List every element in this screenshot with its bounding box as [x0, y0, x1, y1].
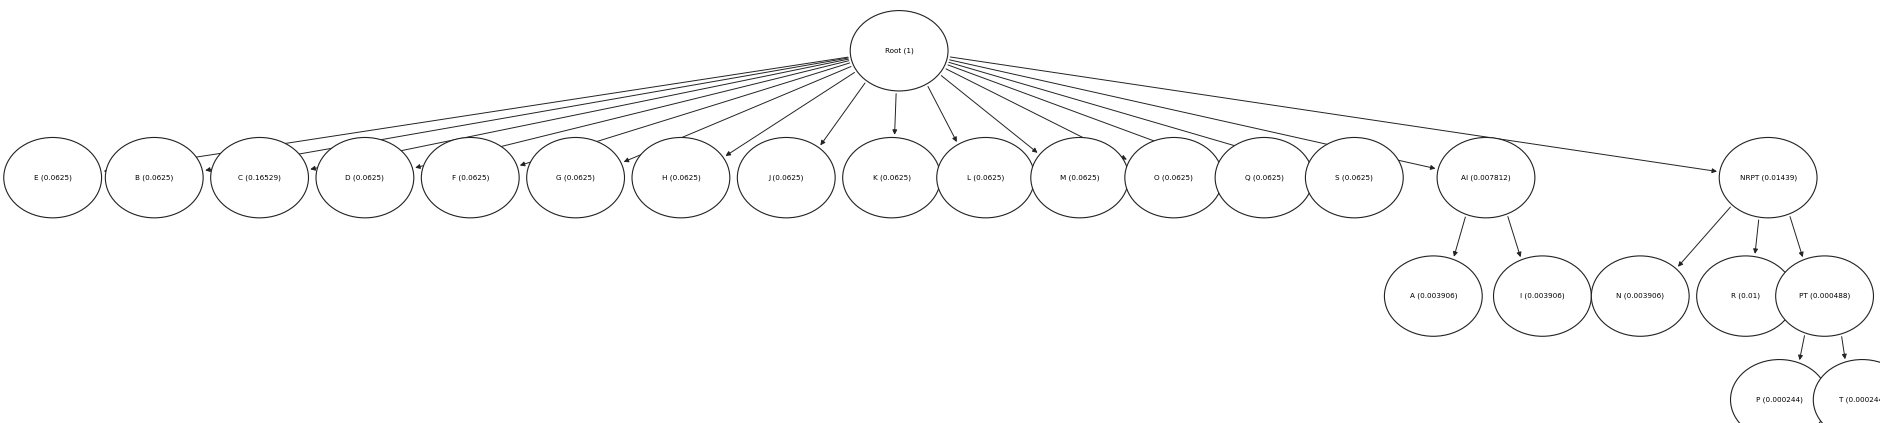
Ellipse shape [1812, 360, 1880, 423]
Text: E (0.0625): E (0.0625) [34, 174, 71, 181]
Text: A (0.003906): A (0.003906) [1408, 293, 1457, 299]
Ellipse shape [211, 137, 308, 218]
Text: I (0.003906): I (0.003906) [1519, 293, 1564, 299]
Text: AI (0.007812): AI (0.007812) [1461, 174, 1510, 181]
Text: PT (0.000488): PT (0.000488) [1797, 293, 1850, 299]
Text: C (0.16529): C (0.16529) [239, 174, 280, 181]
Text: R (0.01): R (0.01) [1730, 293, 1760, 299]
Ellipse shape [1305, 137, 1402, 218]
Text: B (0.0625): B (0.0625) [135, 174, 173, 181]
Text: S (0.0625): S (0.0625) [1335, 174, 1372, 181]
Ellipse shape [842, 137, 940, 218]
Ellipse shape [632, 137, 729, 218]
Text: H (0.0625): H (0.0625) [662, 174, 699, 181]
Text: K (0.0625): K (0.0625) [872, 174, 910, 181]
Ellipse shape [1214, 137, 1312, 218]
Ellipse shape [850, 11, 948, 91]
Text: F (0.0625): F (0.0625) [451, 174, 489, 181]
Text: N (0.003906): N (0.003906) [1615, 293, 1664, 299]
Ellipse shape [1696, 256, 1794, 336]
Text: O (0.0625): O (0.0625) [1154, 174, 1192, 181]
Ellipse shape [1775, 256, 1872, 336]
Ellipse shape [105, 137, 203, 218]
Text: Q (0.0625): Q (0.0625) [1245, 174, 1282, 181]
Ellipse shape [1030, 137, 1128, 218]
Text: T (0.000244): T (0.000244) [1839, 396, 1880, 403]
Text: Root (1): Root (1) [884, 47, 914, 54]
Ellipse shape [1730, 360, 1827, 423]
Ellipse shape [4, 137, 102, 218]
Ellipse shape [1436, 137, 1534, 218]
Ellipse shape [316, 137, 414, 218]
Text: M (0.0625): M (0.0625) [1060, 174, 1098, 181]
Ellipse shape [1718, 137, 1816, 218]
Ellipse shape [526, 137, 624, 218]
Text: P (0.000244): P (0.000244) [1756, 396, 1801, 403]
Text: NRPT (0.01439): NRPT (0.01439) [1739, 174, 1795, 181]
Ellipse shape [1384, 256, 1481, 336]
Ellipse shape [737, 137, 835, 218]
Text: J (0.0625): J (0.0625) [769, 174, 803, 181]
Text: D (0.0625): D (0.0625) [346, 174, 384, 181]
Ellipse shape [1124, 137, 1222, 218]
Ellipse shape [1590, 256, 1688, 336]
Text: G (0.0625): G (0.0625) [556, 174, 594, 181]
Ellipse shape [1493, 256, 1590, 336]
Ellipse shape [421, 137, 519, 218]
Text: L (0.0625): L (0.0625) [966, 174, 1004, 181]
Ellipse shape [936, 137, 1034, 218]
